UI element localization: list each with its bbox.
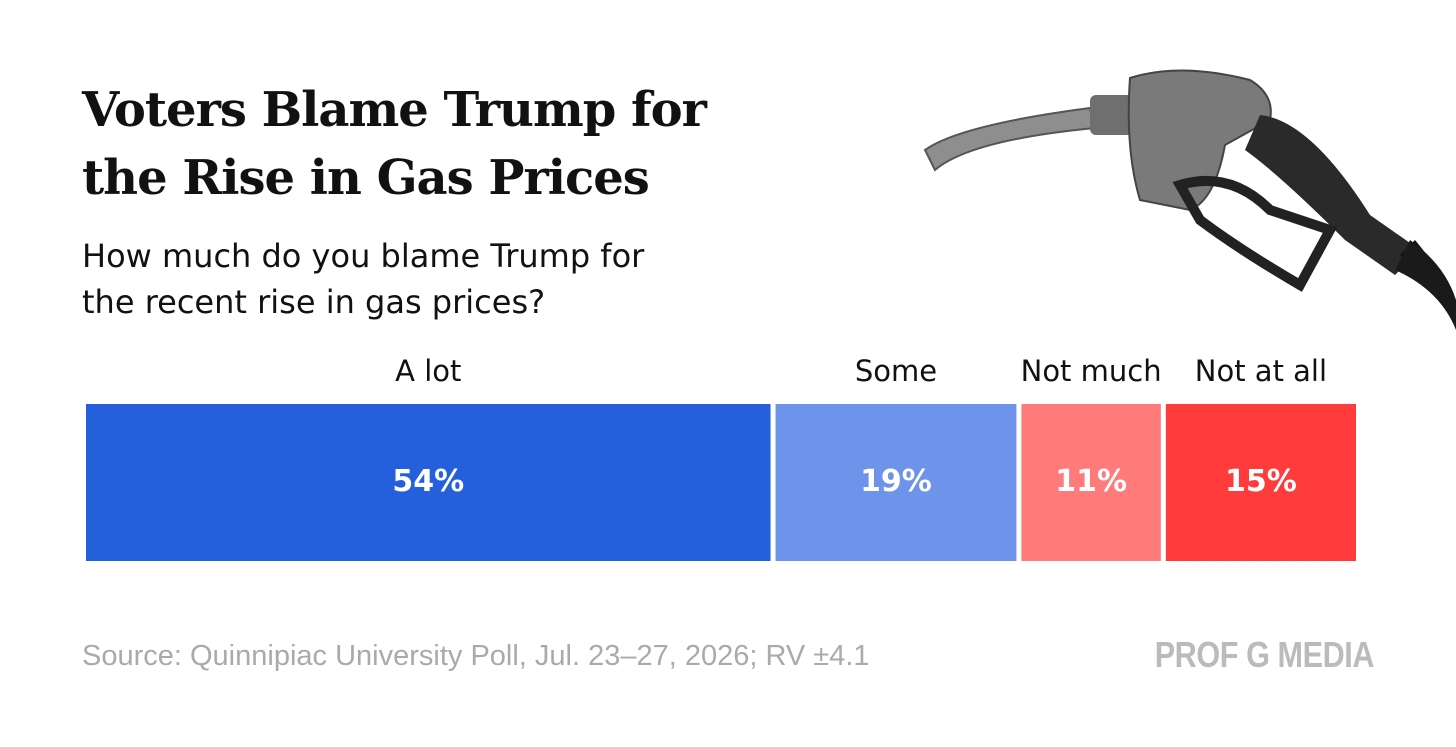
brand: PROF G MEDIA xyxy=(1154,634,1375,675)
category-label: Not at all xyxy=(1195,354,1327,388)
chart-subtitle: How much do you blame Trump for the rece… xyxy=(82,237,645,321)
bar-segment xyxy=(86,404,771,561)
chart-title: Voters Blame Trump for the Rise in Gas P… xyxy=(82,82,707,206)
bar-segment xyxy=(1165,404,1356,561)
category-label: Not much xyxy=(1021,354,1162,388)
category-label: Some xyxy=(855,354,937,388)
value-label: 19% xyxy=(860,464,932,499)
bar-segment xyxy=(1021,404,1161,561)
gas-pump xyxy=(923,69,1456,330)
value-label: 54% xyxy=(392,464,464,499)
category-label: A lot xyxy=(395,354,461,388)
value-label: 11% xyxy=(1055,464,1127,499)
value-label: 15% xyxy=(1225,464,1297,499)
source-note: Source: Quinnipiac University Poll, Jul.… xyxy=(82,640,870,672)
bar-segment xyxy=(775,404,1017,561)
